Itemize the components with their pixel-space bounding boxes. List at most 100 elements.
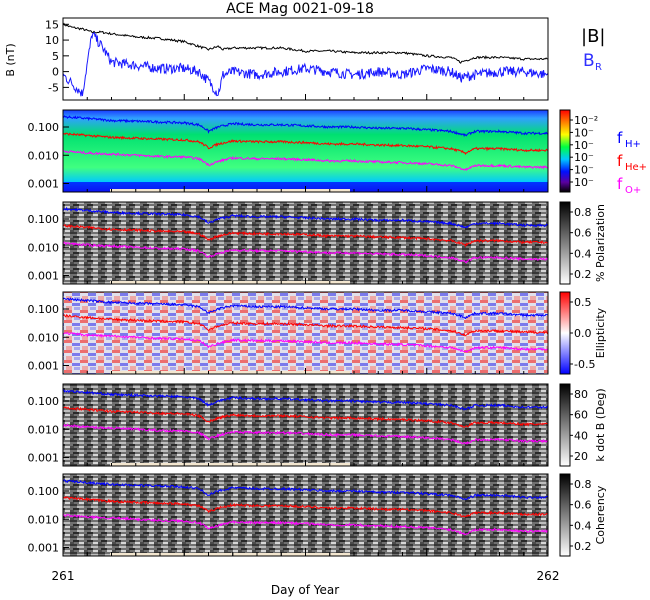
- series-fh-line: [62, 388, 549, 411]
- panel-ell-ytick-label: 0.001: [28, 359, 60, 372]
- legend-fh-label: f: [617, 129, 623, 147]
- panel-coh-ytick-label: 0.100: [28, 485, 60, 498]
- x-tick-262: 262: [537, 569, 560, 583]
- legend-fhe-label: f: [617, 152, 623, 170]
- panel-pol-colorbar: [559, 201, 571, 285]
- panel-power-cbar-tick-label: 10⁻: [574, 164, 594, 177]
- panel-coh-ytick-label: 0.010: [28, 513, 60, 526]
- panel-ell-ytick-label: 0.100: [28, 303, 60, 316]
- series-fo-line: [62, 423, 549, 446]
- legend-fo-label: f: [617, 175, 623, 193]
- panel-ell-gap-band: [110, 371, 350, 374]
- panel-coh-ytick-label: 0.001: [28, 541, 60, 554]
- panel-b-ylabel: B (nT): [4, 43, 17, 76]
- panel-b-background: [63, 18, 548, 100]
- legend-fh: f H+: [617, 129, 641, 150]
- panel-kdotb-ytick-label: 0.100: [28, 395, 60, 408]
- panel-ell-cbar-tick-label: 0.5: [574, 296, 592, 309]
- panel-pol-cbar-tick-label: 0.6: [574, 227, 592, 240]
- panel-b-ytick-label: 10: [45, 34, 59, 47]
- panel-power-cbar-tick-label: 10⁻: [574, 139, 594, 152]
- panel-power-cbar-tick-label: 10⁻: [574, 176, 594, 189]
- series-fhe-line: [62, 132, 548, 156]
- panel-power-cbar-tick-label: 10⁻: [574, 126, 594, 139]
- panel-kdotb-colorbar: [559, 383, 571, 467]
- panel-coh-colorbar: [559, 473, 571, 557]
- series-fo-line: [62, 150, 549, 172]
- panel-coh-gap-band: [110, 553, 350, 556]
- panel-kdotb-cbar-tick-label: 80: [574, 388, 588, 401]
- x-axis-label: Day of Year: [271, 583, 339, 597]
- panel-b-ytick-label: 5: [52, 50, 59, 63]
- series-br-line: [62, 31, 549, 97]
- panel-power-ytick-label: 0.001: [28, 177, 60, 190]
- panel-ell-cbar-label: Ellipticity: [594, 307, 607, 358]
- panel-kdotb-gap-band: [110, 463, 350, 466]
- panel-pol-cbar-label: % Polarization: [594, 204, 607, 282]
- legend-btot: |B|: [581, 26, 605, 47]
- legend-br-label: B: [583, 51, 595, 71]
- series-fh-line: [62, 206, 549, 229]
- series-fo-line: [62, 513, 549, 536]
- panel-kdotb-ytick-label: 0.001: [28, 451, 60, 464]
- legend-fhe: f He+: [617, 152, 647, 173]
- panel-pol-gap-band: [110, 281, 350, 284]
- panel-coh-cbar-label: Coherency: [594, 485, 607, 544]
- panel-b-ytick-label: -5: [48, 81, 59, 94]
- panel-power-cbar-tick-label: 10⁻²: [574, 114, 598, 127]
- legend-fh-sub: H+: [625, 139, 641, 150]
- legend-br: B R: [583, 51, 602, 73]
- panel-kdotb-cbar-tick-label: 40: [574, 429, 588, 442]
- panel-b-ytick-label: 0: [52, 66, 59, 79]
- panel-kdotb-ytick-label: 0.010: [28, 423, 60, 436]
- series-fo-line: [62, 241, 549, 264]
- series-fhe-line: [62, 313, 549, 337]
- panel-b: 15 10 5 0 -5 B (nT): [4, 17, 549, 101]
- series-fo-line: [62, 331, 549, 354]
- panel-kdotb-cbar-tick-label: 20: [574, 450, 588, 463]
- series-fhe-line: [62, 496, 549, 518]
- series-fhe-line: [62, 224, 549, 248]
- legend-fo-sub: O+: [625, 185, 641, 196]
- panel-coh-cbar-tick-label: 0.2: [574, 540, 592, 553]
- panel-pol-cbar-tick-label: 0.4: [574, 247, 592, 260]
- panel-pol: 0.100 0.010 0.001 0.8 0.6 0.4 0.2% Polarizatio…: [28, 201, 607, 285]
- panel-pol-shade: [63, 202, 548, 284]
- panel-pol-ytick-label: 0.001: [28, 269, 60, 282]
- panel-power-spectrogram: [63, 110, 548, 192]
- panel-coh-cbar-tick-label: 0.6: [574, 499, 592, 512]
- series-btot-line: [62, 22, 549, 64]
- panel-ell-spectrogram: [63, 292, 548, 374]
- panel-pol-spectrogram: [63, 202, 548, 284]
- panel-power-gap-band: [110, 189, 350, 192]
- panel-coh-cbar-tick-label: 0.8: [574, 478, 592, 491]
- panel-pol-ytick-label: 0.010: [28, 241, 60, 254]
- panel-ell-colorbar: [559, 291, 571, 375]
- series-fh-line: [62, 297, 549, 320]
- panel-ell-shade: [63, 292, 548, 374]
- panel-ell-ytick-label: 0.010: [28, 331, 60, 344]
- panel-kdotb-shade: [63, 384, 548, 466]
- panel-coh-cbar-tick-label: 0.4: [574, 519, 592, 532]
- panel-kdotb-cbar-label: k dot B (Deg): [594, 388, 607, 461]
- legend-br-sub: R: [595, 62, 602, 73]
- panel-b-ytick-label: 15: [45, 18, 59, 31]
- panel-power-ytick-label: 0.010: [28, 149, 60, 162]
- legend-fhe-sub: He+: [625, 162, 647, 173]
- panel-pol-cbar-tick-label: 0.2: [574, 268, 592, 281]
- chart-title: ACE Mag 0021-09-18: [226, 1, 374, 17]
- panel-power-ytick-label: 0.100: [28, 121, 60, 134]
- panel-kdotb-spectrogram: [63, 384, 548, 466]
- panel-power-colorbar: [559, 109, 571, 193]
- panel-kdotb: 0.100 0.010 0.001 80 60 40 20 k dot B (Deg): [28, 383, 607, 467]
- panel-coh-shade: [63, 474, 548, 556]
- panel-ell-cbar-tick-label: -0.5: [574, 358, 595, 371]
- panel-ell-cbar-tick-label: 0.0: [574, 327, 592, 340]
- panel-pol-ytick-label: 0.100: [28, 213, 60, 226]
- panel-power-cbar-tick-label: 10⁻: [574, 151, 594, 164]
- panel-kdotb-cbar-tick-label: 60: [574, 409, 588, 422]
